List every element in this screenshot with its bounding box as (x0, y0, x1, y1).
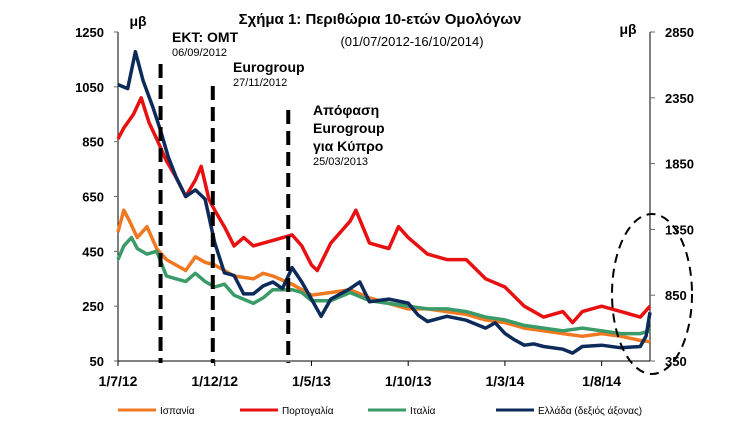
event-title: Eurogroup (313, 120, 385, 136)
event-date: 25/03/2013 (313, 156, 368, 168)
y-left-label: μβ (129, 13, 147, 29)
x-tick-label: 1/7/12 (99, 373, 138, 389)
y-left-tick-label: 1050 (75, 80, 104, 95)
event-date: 27/11/2012 (233, 77, 287, 89)
x-tick-label: 1/10/13 (385, 373, 432, 389)
legend-label: Ελλάδα (δεξιός άξονας) (538, 405, 642, 417)
y-left-tick-label: 50 (90, 354, 104, 369)
event-date: 06/09/2012 (172, 47, 227, 59)
axes: 1250 1050 850 650 450 250 50 2850 2350 1850 1350 85… (75, 25, 694, 389)
series-group (116, 49, 652, 355)
x-tick-label: 1/5/13 (292, 373, 331, 389)
y-right-tick-label: 1350 (665, 222, 694, 237)
event-title: Eurogroup (233, 59, 305, 75)
legend-label: Ισπανία (160, 405, 195, 417)
x-tick-label: 1/3/14 (485, 373, 524, 389)
y-left-tick-label: 250 (82, 299, 104, 314)
y-right-tick-label: 2350 (665, 91, 694, 106)
chart-subtitle: (01/07/2012-16/10/2014) (340, 34, 483, 49)
y-left-tick-label: 450 (82, 244, 104, 259)
highlight-ellipse (611, 213, 693, 375)
annotations: ΕΚΤ: ΟΜΤ 06/09/2012 Eurogroup 27/11/2012 Από… (158, 29, 385, 363)
legend-label: Ιταλία (410, 405, 436, 417)
y-left-tick-label: 850 (82, 135, 104, 150)
y-left-tick-label: 650 (82, 190, 104, 205)
chart-title: Σχήμα 1: Περιθώρια 10-ετών Ομολόγων (239, 11, 522, 28)
legend: Ισπανία Πορτογαλία Ιταλία Ελλάδα (δεξιός άξ… (118, 405, 642, 417)
legend-label: Πορτογαλία (282, 405, 334, 417)
event-title: για Κύπρο (313, 138, 383, 154)
y-right-tick-label: 1850 (665, 157, 694, 172)
y-right-tick-label: 2850 (665, 25, 694, 40)
y-left-tick-label: 1250 (75, 25, 104, 40)
y-right-label: μβ (619, 21, 637, 37)
series-line-2 (116, 235, 651, 336)
x-tick-label: 1/12/12 (191, 373, 238, 389)
event-title: Απόφαση (313, 102, 379, 118)
event-title: ΕΚΤ: ΟΜΤ (172, 29, 239, 45)
y-right-tick-label: 850 (665, 288, 687, 303)
x-tick-label: 1/8/14 (582, 373, 621, 389)
series-line-3 (117, 49, 652, 355)
